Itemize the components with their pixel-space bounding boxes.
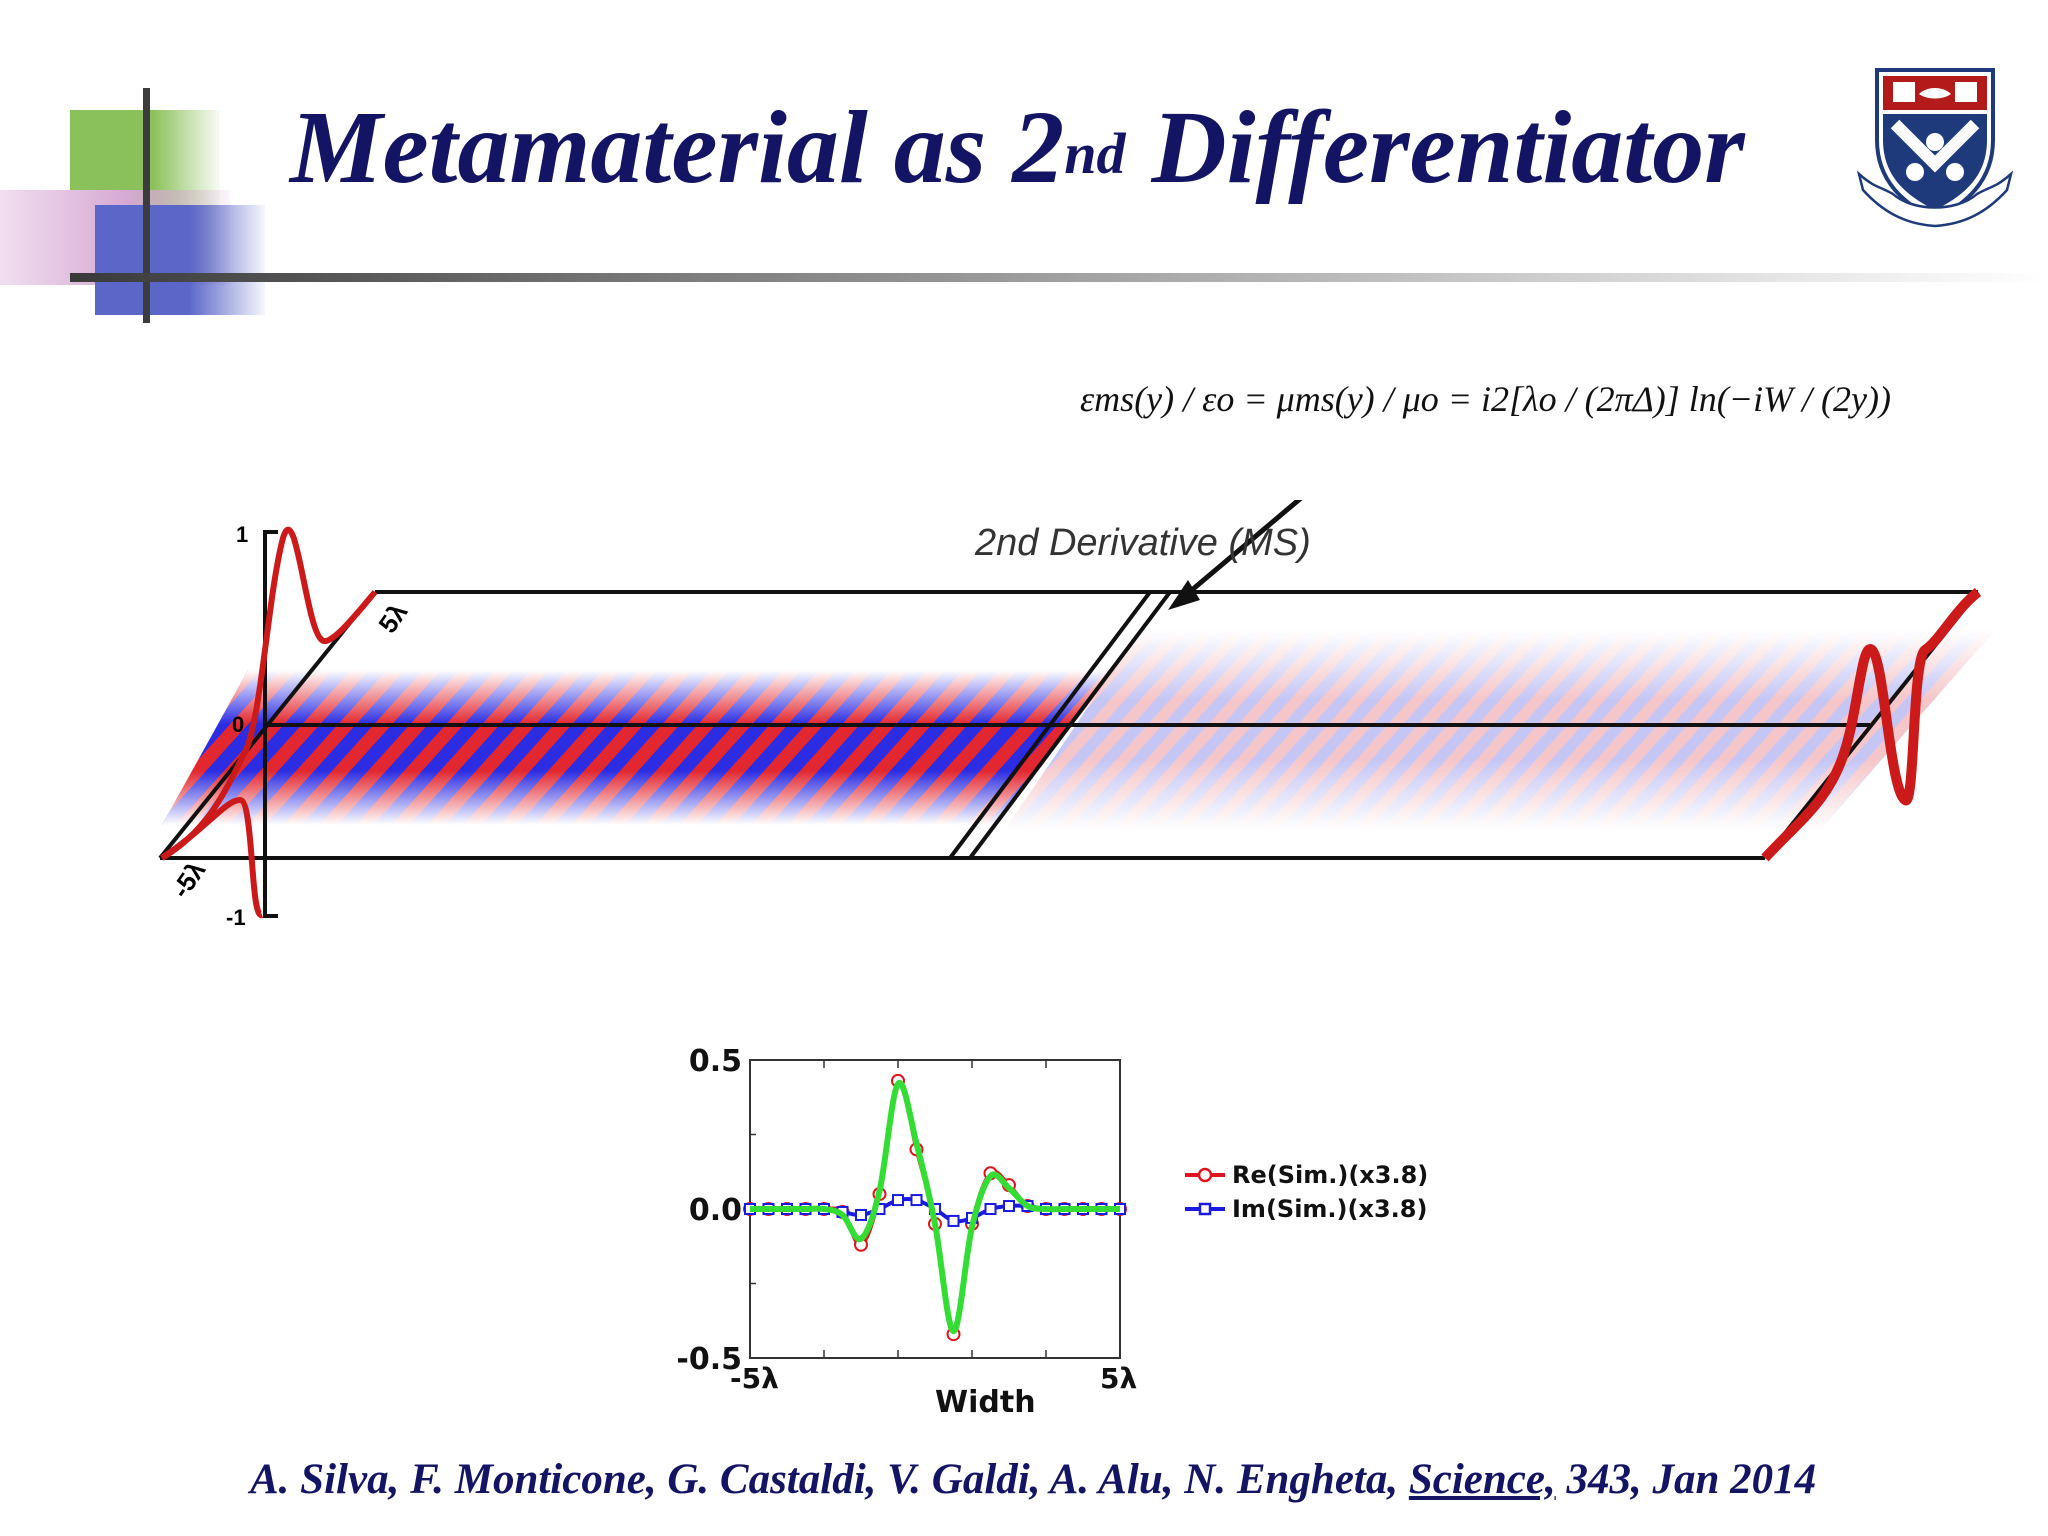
data-point (947, 1214, 960, 1227)
deco-blue-block (95, 205, 265, 315)
legend-label: Im(Sim.)(x3.8) (1232, 1195, 1427, 1223)
data-point (892, 1194, 904, 1207)
input-pulse-curve (160, 526, 378, 861)
transmitted-wave-region (1005, 630, 1995, 830)
citation-authors: A. Silva, F. Monticone, G. Castaldi, V. … (250, 1456, 1409, 1503)
data-point (855, 1208, 867, 1221)
axis-tick-minus1: -1 (226, 905, 246, 930)
legend-marker (1198, 1202, 1212, 1216)
metasurface-annotation: 2nd Derivative (MS) (974, 522, 1311, 564)
series-line-2 (749, 1080, 1120, 1335)
output-pulse-curve (1761, 588, 1982, 862)
incident-wave-region (162, 670, 1115, 825)
y-tick-label: 0.5 (689, 1044, 742, 1079)
y-tick-label: -0.5 (676, 1342, 742, 1377)
title-superscript: nd (1064, 121, 1126, 186)
title-main: Metamaterial as 2 (290, 90, 1065, 205)
deco-vertical-line (143, 88, 150, 323)
width-label-bottom: -5λ (165, 855, 211, 903)
x-axis-label: Width (935, 1385, 1036, 1420)
y-tick-label: 0.0 (689, 1193, 742, 1228)
citation-rest: 343, Jan 2014 (1555, 1456, 1817, 1503)
citation-journal: Science, (1408, 1456, 1556, 1503)
axis-tick-1: 1 (236, 522, 248, 547)
x-tick-label: -5λ (730, 1362, 779, 1395)
x-tick-label: 5λ (1100, 1362, 1137, 1395)
width-label-top: 5λ (372, 597, 413, 638)
axis-tick-0: 0 (232, 712, 244, 737)
field-visualization: 1 0 -1 5λ -5λ 2nd Derivative (MS) (158, 500, 1995, 930)
data-point (910, 1194, 923, 1207)
legend-label: Re(Sim.)(x3.8) (1232, 1161, 1428, 1189)
data-point (984, 1203, 997, 1215)
university-crest-logo (1856, 68, 2014, 228)
left-axis (263, 530, 278, 918)
legend-marker (1197, 1167, 1213, 1183)
profile-line-chart: 0.5 0.0 -0.5-5λ 5λ Re(Sim.)(x3.8) Im(Sim.)(x… (676, 1044, 1428, 1420)
deco-horizontal-rule (70, 273, 2048, 282)
annotation-arrow (1178, 500, 1303, 602)
slide-title: Metamaterial as 2nd Differentiator (290, 88, 1790, 208)
data-point (1003, 1200, 1015, 1213)
permittivity-formula: εms(y) / εo = μms(y) / μo = i2[λo / (2πΔ… (1080, 379, 1892, 419)
citation: A. Silva, F. Monticone, G. Castaldi, V. … (250, 1455, 2010, 1504)
title-end: Differentiator (1125, 90, 1745, 205)
